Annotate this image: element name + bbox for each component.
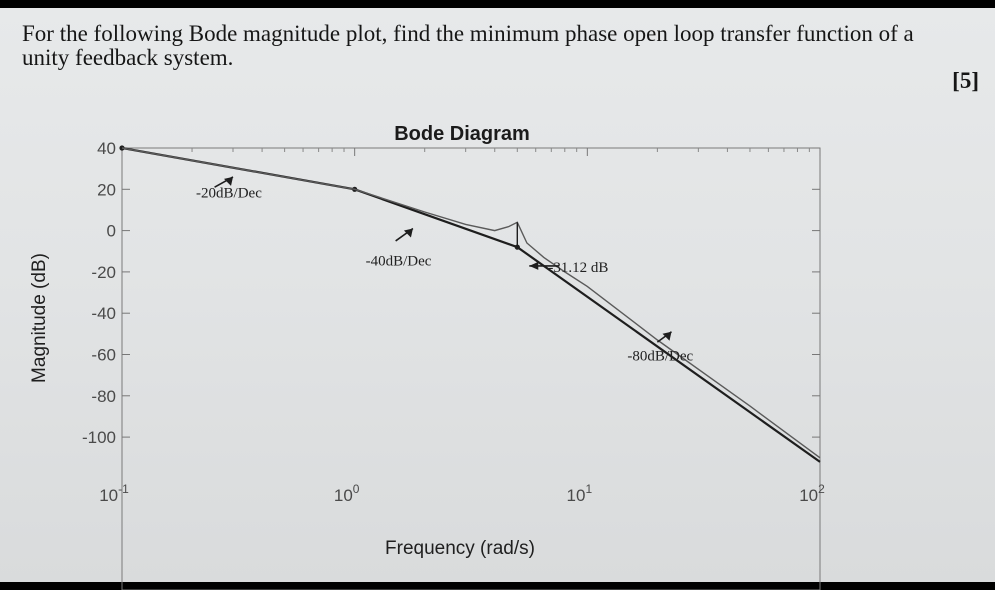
x-tick-label: 10-1 — [99, 482, 129, 505]
y-axis-label: Magnitude (dB) — [29, 253, 50, 383]
marks-label: [5] — [952, 68, 979, 93]
x-axis-label: Frequency (rad/s) — [385, 538, 535, 559]
y-tick-label: -80 — [91, 387, 116, 406]
arrow-head — [224, 176, 234, 186]
annotation-label: -31.12 dB — [548, 260, 608, 276]
y-tick-label: -100 — [82, 428, 116, 447]
arrow-head — [403, 228, 413, 238]
y-tick-label: 0 — [107, 222, 116, 241]
plot-area — [121, 147, 821, 590]
y-tick-label: 40 — [97, 139, 116, 158]
series-line-actual — [121, 147, 821, 459]
chart-title: Bode Diagram — [394, 123, 530, 145]
y-tick-label: -20 — [91, 263, 116, 282]
x-tick-label: 102 — [799, 482, 825, 505]
x-tick-label: 100 — [334, 482, 360, 505]
worksheet: For the following Bode magnitude plot, f… — [0, 8, 995, 582]
x-tick-label: 101 — [567, 482, 593, 505]
annotation-label: -20dB/Dec — [196, 186, 262, 202]
peak-arrow-head — [529, 261, 539, 270]
y-tick-label: 20 — [97, 180, 116, 199]
y-tick-label: -40 — [91, 304, 116, 323]
question-text: For the following Bode magnitude plot, f… — [22, 21, 914, 70]
y-tick-label: -60 — [91, 346, 116, 365]
arrow-head — [662, 331, 672, 341]
annotation-label: -80dB/Dec — [627, 349, 693, 365]
annotation-label: -40dB/Dec — [366, 254, 432, 270]
